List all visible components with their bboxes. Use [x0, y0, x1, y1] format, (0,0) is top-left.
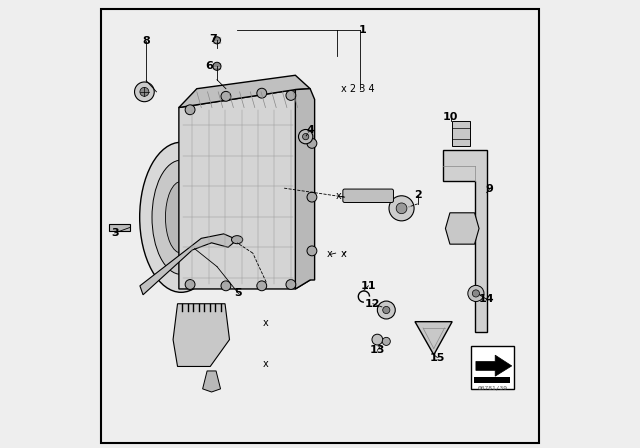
Circle shape: [389, 196, 414, 221]
Text: 6: 6: [205, 61, 213, 71]
Text: 8: 8: [142, 36, 150, 46]
Text: x 2 3 4: x 2 3 4: [341, 84, 375, 94]
Circle shape: [472, 290, 479, 297]
Text: 9: 9: [485, 184, 493, 194]
Ellipse shape: [232, 236, 243, 244]
Text: 4: 4: [306, 125, 314, 135]
Circle shape: [396, 203, 407, 214]
Ellipse shape: [140, 142, 223, 293]
Polygon shape: [173, 304, 230, 366]
Text: 7: 7: [209, 34, 217, 44]
Text: x: x: [262, 359, 268, 369]
Text: 00781/39: 00781/39: [477, 385, 508, 390]
Text: 14: 14: [479, 294, 495, 304]
Polygon shape: [296, 89, 315, 289]
Circle shape: [372, 334, 383, 345]
Polygon shape: [109, 224, 130, 231]
Text: 15: 15: [429, 353, 445, 362]
Text: x: x: [327, 250, 333, 259]
Ellipse shape: [165, 181, 197, 253]
Polygon shape: [179, 75, 310, 108]
Text: x: x: [336, 191, 342, 201]
Circle shape: [221, 91, 231, 101]
Text: x: x: [262, 319, 268, 328]
Circle shape: [221, 281, 231, 291]
Circle shape: [257, 88, 267, 98]
Polygon shape: [443, 150, 486, 332]
Circle shape: [140, 87, 149, 96]
Polygon shape: [415, 322, 452, 355]
Text: 1: 1: [358, 26, 367, 35]
Text: x: x: [340, 250, 346, 259]
Ellipse shape: [152, 160, 210, 274]
Circle shape: [213, 37, 221, 44]
Circle shape: [213, 62, 221, 70]
Circle shape: [257, 281, 267, 291]
Text: 5: 5: [235, 289, 243, 298]
Polygon shape: [445, 213, 479, 244]
Bar: [474, 377, 509, 383]
Text: 11: 11: [360, 281, 376, 291]
Polygon shape: [476, 355, 512, 376]
Circle shape: [286, 280, 296, 289]
Circle shape: [468, 285, 484, 302]
Circle shape: [307, 192, 317, 202]
Polygon shape: [452, 121, 470, 146]
Circle shape: [378, 301, 396, 319]
Text: 12: 12: [365, 299, 381, 309]
Circle shape: [307, 246, 317, 256]
Bar: [472, 346, 514, 389]
Circle shape: [383, 306, 390, 314]
Polygon shape: [140, 234, 237, 295]
Text: 3: 3: [111, 228, 118, 238]
Circle shape: [298, 129, 313, 144]
Polygon shape: [203, 371, 221, 392]
Circle shape: [185, 280, 195, 289]
Circle shape: [382, 337, 390, 345]
Text: 13: 13: [370, 345, 385, 355]
Circle shape: [185, 105, 195, 115]
Circle shape: [303, 134, 309, 140]
Circle shape: [286, 90, 296, 100]
FancyBboxPatch shape: [343, 189, 394, 202]
Circle shape: [134, 82, 154, 102]
Text: 2: 2: [414, 190, 422, 200]
Polygon shape: [179, 90, 310, 289]
Circle shape: [307, 138, 317, 148]
Text: 10: 10: [443, 112, 458, 122]
